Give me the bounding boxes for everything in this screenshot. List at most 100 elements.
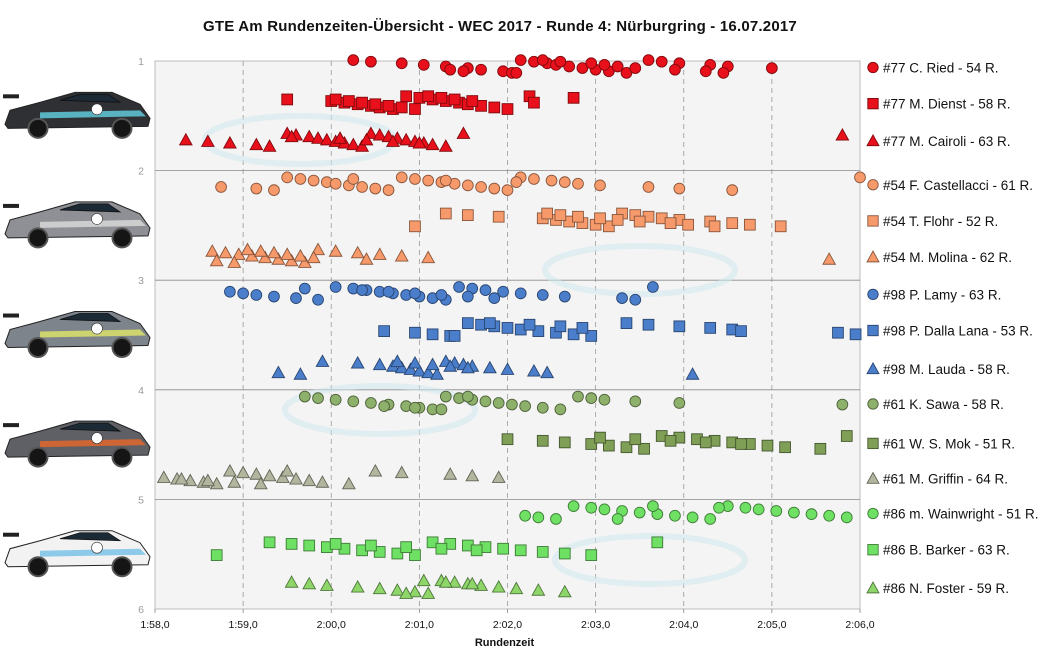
data-point [426, 328, 439, 341]
data-point [425, 357, 440, 371]
legend: #77 C. Ried - 54 R. #77 M. Dienst - 58 R.… [866, 60, 1039, 596]
data-point [394, 465, 409, 479]
data-point [319, 578, 334, 591]
data-point [240, 242, 255, 256]
data-point [629, 395, 642, 408]
legend-entry: #77 C. Ried - 54 R. [883, 60, 999, 75]
car-wheel [111, 556, 133, 578]
data-point [779, 441, 791, 454]
data-point [293, 367, 308, 380]
data-point [497, 285, 509, 298]
data-point [399, 132, 414, 146]
series-4 [409, 207, 787, 233]
data-point [435, 542, 448, 555]
data-point [156, 470, 171, 483]
watermark-swirl [542, 243, 738, 297]
data-point [178, 132, 193, 146]
data-point [312, 392, 324, 405]
data-point [350, 245, 365, 259]
data-point [205, 244, 220, 257]
data-point [526, 363, 541, 377]
data-point [356, 181, 368, 193]
series-5 [205, 242, 837, 268]
data-point [620, 67, 633, 79]
data-point [673, 320, 686, 333]
data-point [585, 330, 598, 342]
data-point [669, 63, 681, 76]
data-point [572, 177, 584, 190]
data-point [602, 439, 615, 452]
x-tick-label: 2:02,0 [493, 619, 522, 631]
data-point [685, 367, 700, 380]
data-point [616, 292, 628, 305]
data-point [506, 398, 518, 411]
data-point [550, 513, 562, 525]
data-point [378, 400, 390, 413]
legend-marker [866, 361, 880, 375]
data-point [271, 365, 286, 379]
data-point [328, 244, 343, 257]
data-point [514, 287, 527, 300]
data-point [174, 471, 189, 485]
data-point [554, 55, 567, 68]
legend-entry: #61 W. S. Mok - 51 R. [883, 436, 1015, 451]
data-point [602, 220, 615, 233]
data-point [355, 139, 370, 152]
data-point [312, 293, 324, 306]
data-point [835, 127, 850, 141]
series-9 [298, 390, 849, 416]
data-point [394, 360, 409, 374]
data-point [673, 182, 686, 195]
car-wheel [27, 556, 49, 578]
data-point [594, 431, 606, 444]
data-point [532, 511, 545, 524]
data-point [409, 401, 421, 414]
data-point [407, 584, 422, 598]
data-point [669, 509, 681, 522]
legend-entry: #54 F. Castellacci - 61 R. [883, 178, 1033, 193]
data-point [491, 579, 506, 593]
legend-marker [867, 61, 879, 74]
data-point [752, 503, 765, 516]
data-point [514, 54, 527, 66]
data-point [576, 62, 589, 74]
data-point [365, 397, 377, 409]
y-tick-label: 4 [138, 385, 144, 397]
race-car-image [3, 530, 151, 578]
data-point [409, 220, 421, 233]
data-point [409, 326, 421, 339]
data-point [453, 281, 465, 293]
data-point [403, 362, 418, 375]
race-car-image [3, 420, 151, 468]
data-point [294, 173, 307, 185]
data-point [554, 209, 567, 221]
car-wheel [27, 227, 49, 249]
data-point [739, 501, 752, 514]
data-point [275, 470, 290, 483]
legend-entry: #86 B. Barker - 63 R. [883, 543, 1010, 558]
data-point [699, 436, 712, 449]
data-point [390, 583, 405, 596]
data-point [200, 473, 215, 487]
car-wheel [27, 337, 49, 359]
data-point [620, 441, 633, 454]
car-number-disc [91, 213, 103, 225]
data-point [497, 542, 509, 555]
data-point [465, 576, 480, 590]
data-point [585, 392, 598, 405]
x-tick-label: 2:06,0 [845, 619, 874, 631]
data-point [347, 173, 360, 185]
data-point [378, 325, 390, 337]
series-1 [281, 90, 580, 115]
legend-entry: #54 M. Molina - 62 R. [883, 250, 1012, 265]
data-points [156, 54, 866, 599]
legend-entry: #54 T. Flohr - 52 R. [883, 214, 998, 229]
data-point [567, 500, 580, 513]
data-point [554, 403, 567, 416]
data-point [805, 508, 818, 521]
data-point [594, 212, 606, 225]
legend-marker [867, 544, 879, 556]
series-7 [378, 317, 862, 342]
data-point [585, 438, 598, 450]
